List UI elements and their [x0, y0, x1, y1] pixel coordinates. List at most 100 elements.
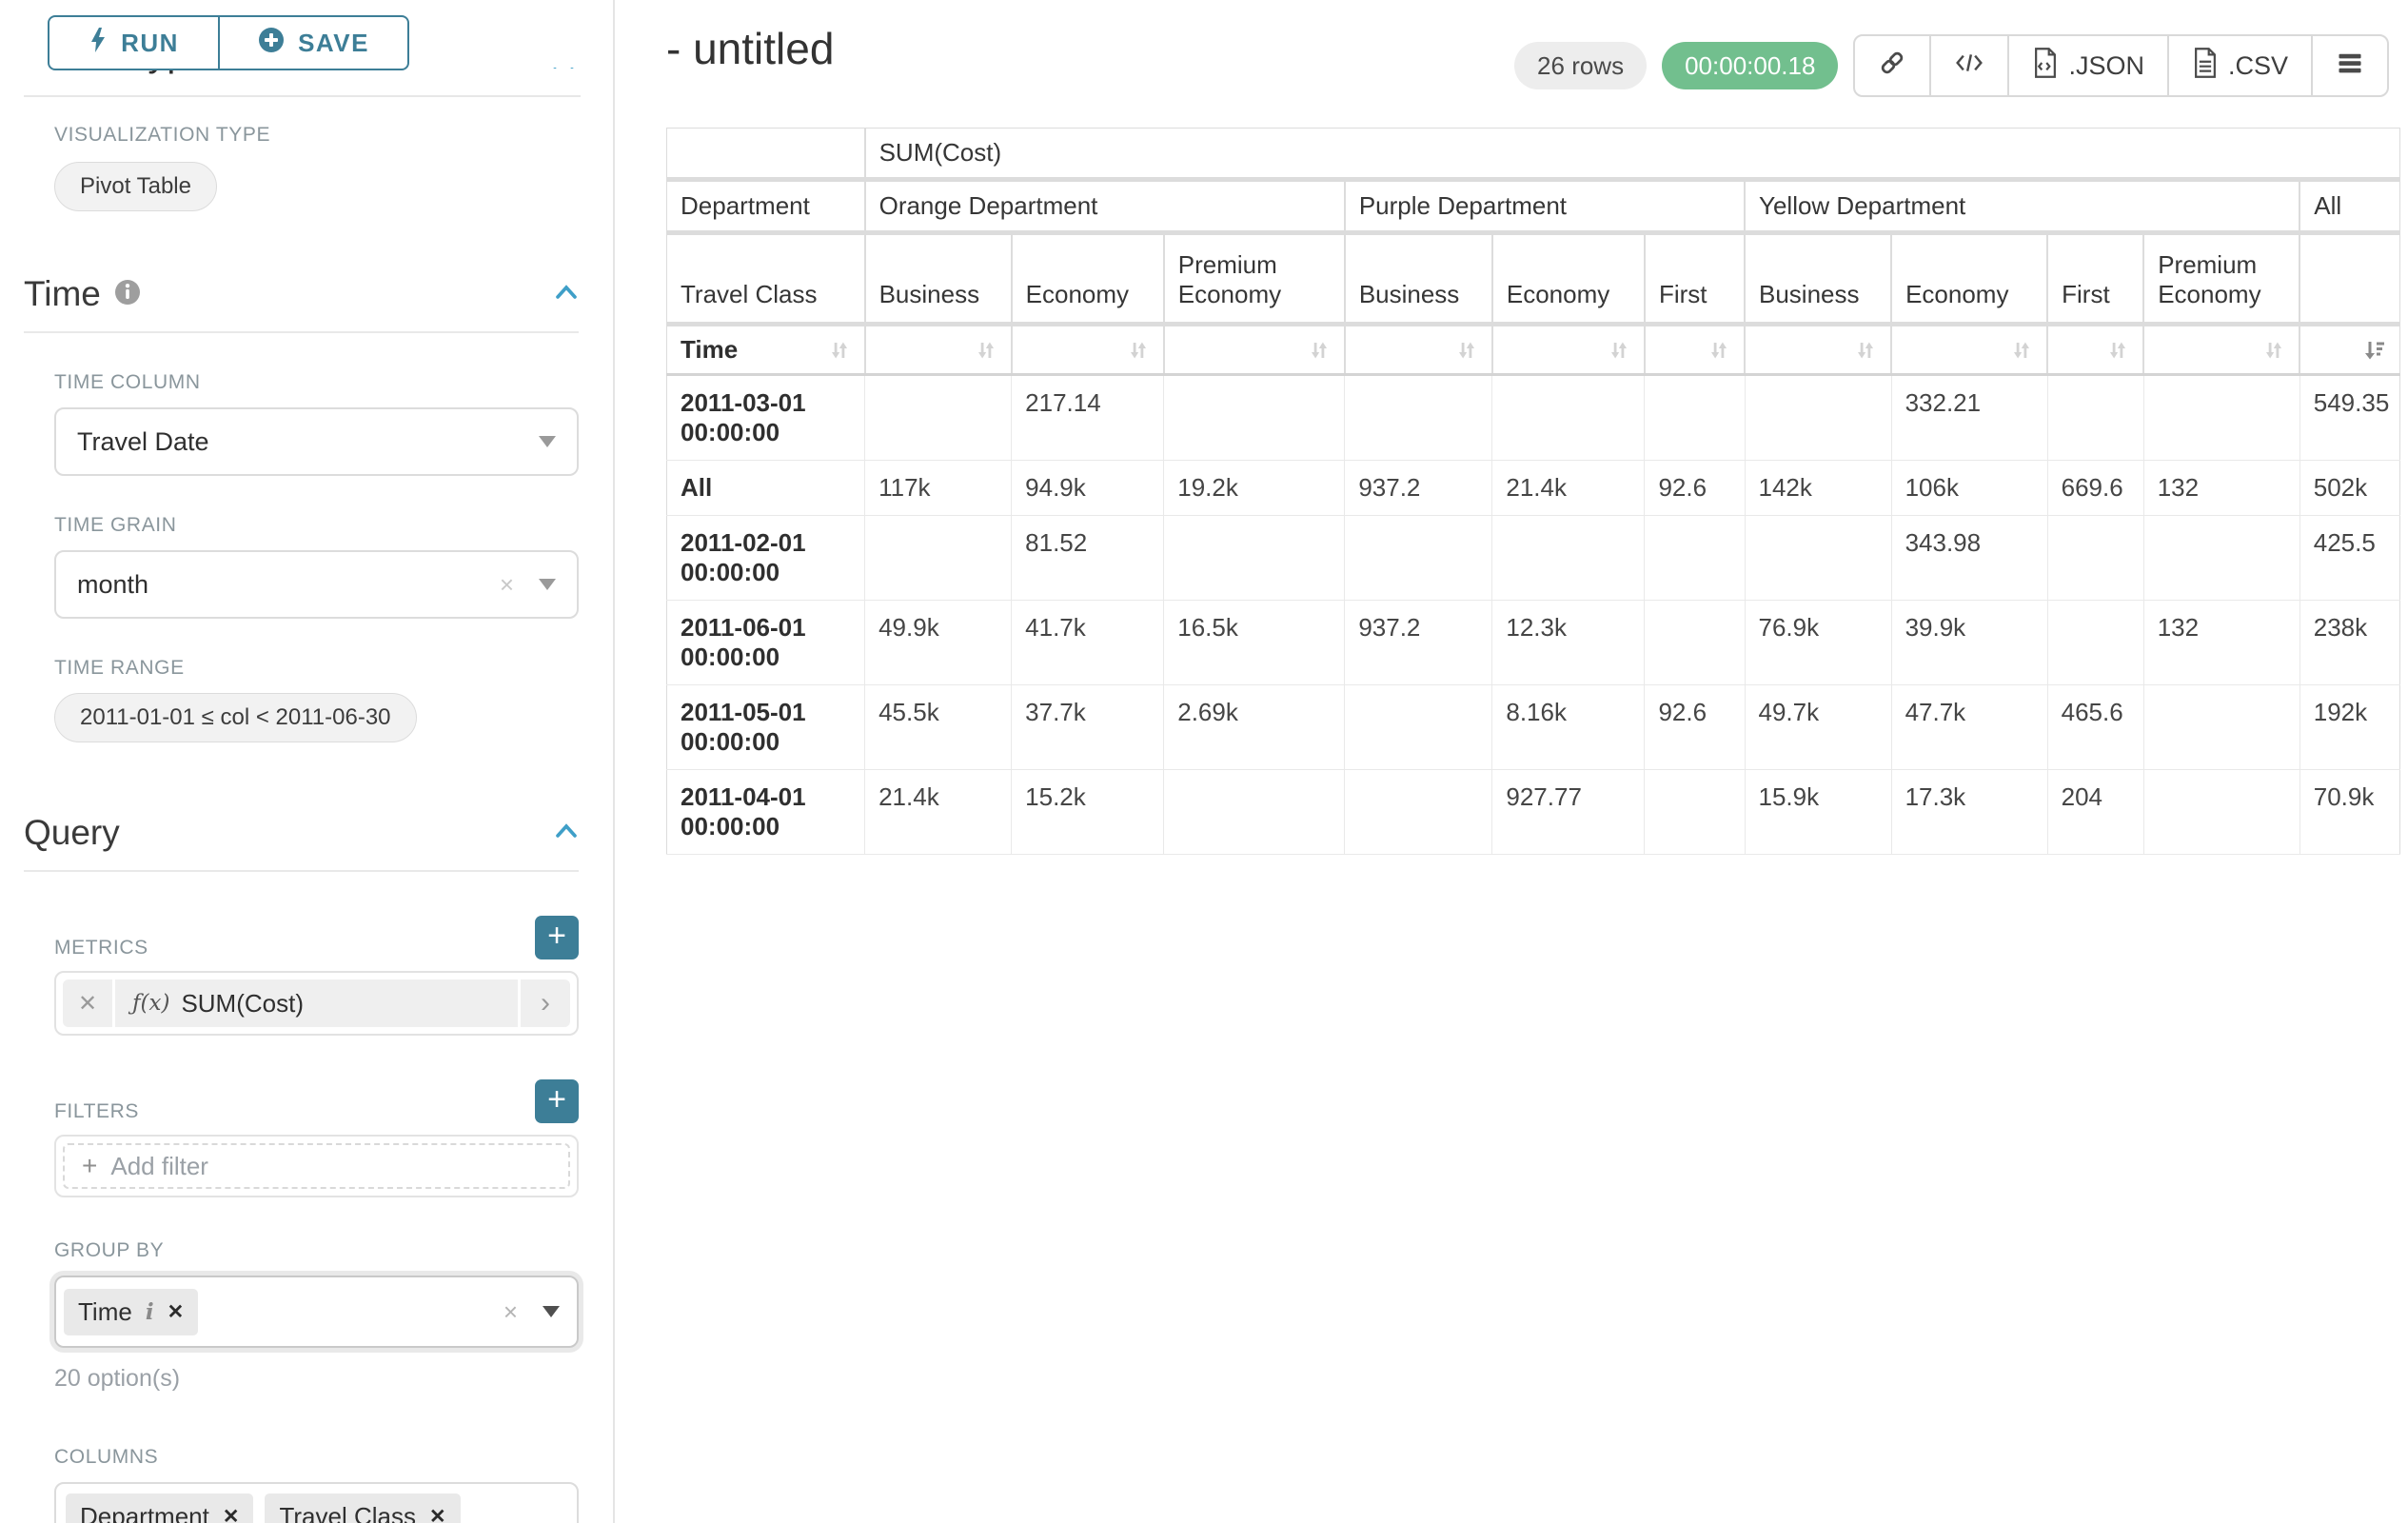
value-cell: 21.4k [864, 769, 1013, 855]
query-section-collapse-icon[interactable] [554, 821, 579, 845]
remove-metric-icon[interactable]: ✕ [63, 979, 112, 1027]
sort-cell[interactable] [1491, 324, 1646, 376]
visualization-type-chip[interactable]: Pivot Table [54, 162, 217, 211]
value-cell [864, 515, 1013, 601]
share-link-button[interactable] [1855, 36, 1929, 95]
sort-icon[interactable] [2262, 339, 2285, 362]
value-cell [1163, 769, 1346, 855]
query-section-header: Query [24, 813, 579, 853]
value-cell: 204 [2047, 769, 2144, 855]
sort-icon[interactable] [1127, 339, 1150, 362]
sort-icon[interactable] [1854, 339, 1877, 362]
value-cell [1344, 769, 1493, 855]
view-query-button[interactable] [1929, 36, 2007, 95]
query-timer-badge: 00:00:00.18 [1662, 42, 1839, 89]
run-button-label: RUN [121, 28, 179, 57]
sort-cell[interactable] [1163, 324, 1346, 376]
sort-cell[interactable] [1011, 324, 1165, 376]
value-cell: 49.9k [864, 600, 1013, 685]
value-cell [1745, 515, 1892, 601]
sort-cell[interactable] [1644, 324, 1747, 376]
add-filter-button[interactable]: + [535, 1079, 579, 1123]
add-metric-button[interactable]: + [535, 916, 579, 959]
remove-chip-icon[interactable]: ✕ [222, 1506, 240, 1523]
department-group-cell: Yellow Department [1745, 179, 2301, 235]
sort-cell[interactable] [1344, 324, 1493, 376]
sort-icon[interactable] [1455, 339, 1478, 362]
value-cell [1163, 515, 1346, 601]
expand-metric-icon[interactable]: › [521, 979, 570, 1027]
sort-header-row: Time [666, 324, 2401, 376]
time-sort-cell[interactable]: Time [666, 324, 866, 376]
metric-chip[interactable]: ✕ ƒ(x) SUM(Cost) › [63, 979, 570, 1027]
value-cell: 425.5 [2299, 515, 2401, 601]
export-csv-button[interactable]: .CSV [2166, 36, 2311, 95]
export-json-button[interactable]: .JSON [2007, 36, 2167, 95]
sort-cell[interactable] [1891, 324, 2049, 376]
table-row: 2011-03-01 00:00:00 217.14 332.21 549.35 [666, 374, 2401, 461]
value-cell [1644, 600, 1746, 685]
columns-label: COLUMNS [54, 1446, 159, 1468]
value-cell [1491, 374, 1646, 461]
add-filter-dropzone[interactable]: + Add filter [63, 1143, 570, 1189]
sort-icon[interactable] [1608, 339, 1630, 362]
row-label-cell: 2011-05-01 00:00:00 [666, 684, 866, 770]
value-cell: 92.6 [1644, 460, 1746, 516]
sort-icon[interactable] [2010, 339, 2033, 362]
run-button[interactable]: RUN [48, 15, 219, 70]
time-column-select[interactable]: Travel Date [54, 407, 579, 476]
sort-cell[interactable] [2143, 324, 2301, 376]
value-cell: 937.2 [1344, 460, 1493, 516]
value-cell [1344, 374, 1493, 461]
sort-icon[interactable] [2106, 339, 2129, 362]
travel-class-header-row: Travel Class Business Economy Premium Econo… [666, 232, 2401, 326]
sort-descending-icon[interactable] [2363, 339, 2386, 362]
clear-icon[interactable]: × [499, 569, 514, 599]
filters-control: + Add filter [54, 1135, 579, 1197]
link-icon [1878, 49, 1906, 84]
time-grain-value: month [77, 569, 149, 599]
clear-icon[interactable]: × [503, 1296, 518, 1326]
value-cell: 132 [2143, 600, 2300, 685]
lightning-bolt-icon [89, 27, 108, 60]
value-cell [2047, 515, 2144, 601]
more-options-button[interactable] [2311, 36, 2387, 95]
sort-cell[interactable] [1745, 324, 1893, 376]
value-cell: 217.14 [1011, 374, 1165, 461]
sort-icon[interactable] [975, 339, 997, 362]
time-range-chip[interactable]: 2011-01-01 ≤ col < 2011-06-30 [54, 693, 417, 742]
value-cell [2143, 515, 2300, 601]
save-button-label: SAVE [298, 28, 369, 57]
remove-chip-icon[interactable]: ✕ [428, 1506, 446, 1523]
sort-icon[interactable] [1308, 339, 1331, 362]
travel-class-cell: Business [864, 232, 1013, 326]
group-by-chip-time[interactable]: Time i ✕ [64, 1288, 199, 1335]
sort-icon[interactable] [828, 339, 851, 362]
sort-icon[interactable] [1707, 339, 1730, 362]
columns-chip-department[interactable]: Department ✕ [66, 1493, 254, 1523]
time-section-collapse-icon[interactable] [554, 283, 579, 307]
group-by-label: GROUP BY [54, 1239, 165, 1261]
chart-title[interactable]: - untitled [666, 24, 835, 73]
save-button[interactable]: SAVE [219, 15, 409, 70]
sort-cell[interactable] [864, 324, 1013, 376]
travel-class-cell: Business [1745, 232, 1893, 326]
value-cell: 937.2 [1344, 600, 1493, 685]
travel-class-cell: Premium Economy [2143, 232, 2301, 326]
remove-chip-icon[interactable]: ✕ [167, 1300, 185, 1323]
sort-cell-all-active[interactable] [2299, 324, 2401, 376]
columns-select[interactable]: Department ✕ Travel Class ✕ × [54, 1482, 579, 1523]
value-cell: 117k [864, 460, 1013, 516]
value-cell [1163, 374, 1346, 461]
value-cell: 12.3k [1491, 600, 1646, 685]
csv-file-icon [2192, 47, 2219, 85]
value-cell: 37.7k [1011, 684, 1165, 770]
group-by-select[interactable]: Time i ✕ × [54, 1276, 579, 1348]
sort-cell[interactable] [2047, 324, 2145, 376]
value-cell: 332.21 [1891, 374, 2048, 461]
export-toolbar: .JSON .CSV [1853, 34, 2389, 97]
value-cell: 106k [1891, 460, 2048, 516]
travel-class-cell: Business [1344, 232, 1493, 326]
columns-chip-travel-class[interactable]: Travel Class ✕ [265, 1493, 461, 1523]
time-grain-select[interactable]: month × [54, 550, 579, 619]
